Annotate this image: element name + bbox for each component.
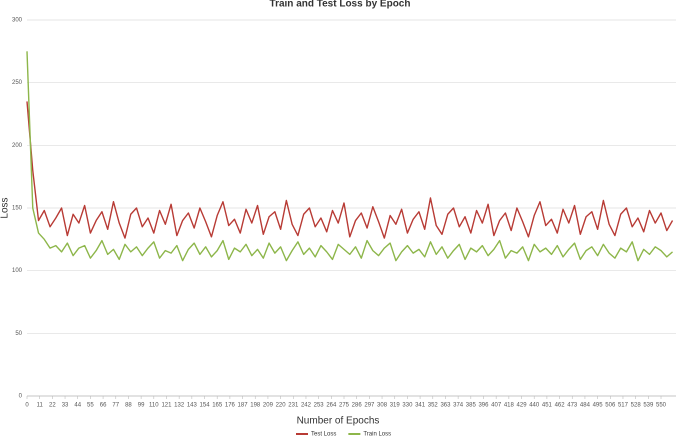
x-tick-label: 99 — [138, 403, 145, 409]
x-tick-label: 22 — [49, 403, 56, 409]
x-tick-label: 44 — [74, 403, 81, 409]
x-tick-label: 341 — [415, 403, 426, 409]
y-tick-label: 200 — [12, 143, 23, 149]
x-tick-label: 198 — [250, 403, 261, 409]
x-tick-label: 297 — [364, 403, 375, 409]
x-tick-label: 220 — [276, 403, 287, 409]
x-tick-label: 473 — [567, 403, 578, 409]
x-tick-label: 418 — [504, 403, 515, 409]
x-tick-label: 209 — [263, 403, 274, 409]
series-line — [26, 51, 673, 262]
x-tick-label: 0 — [25, 403, 29, 409]
x-tick-label: 330 — [402, 403, 413, 409]
x-tick-label: 374 — [453, 403, 464, 409]
x-tick-label: 484 — [580, 403, 591, 409]
x-tick-label: 506 — [605, 403, 616, 409]
x-tick-label: 363 — [440, 403, 451, 409]
x-tick-label: 88 — [125, 403, 132, 409]
x-tick-label: 407 — [491, 403, 502, 409]
legend: Test Loss Train Loss — [296, 432, 391, 438]
x-tick-label: 495 — [593, 403, 604, 409]
chart-title: Train and Test Loss by Epoch — [270, 0, 411, 10]
x-tick-label: 66 — [100, 403, 107, 409]
x-tick-label: 132 — [174, 403, 185, 409]
x-tick-label: 33 — [62, 403, 69, 409]
x-tick-label: 429 — [517, 403, 528, 409]
x-tick-label: 451 — [542, 403, 553, 409]
y-axis-label: Loss — [0, 197, 11, 218]
y-tick-label: 250 — [12, 80, 23, 86]
x-tick-label: 539 — [643, 403, 654, 409]
x-tick-label: 231 — [288, 403, 299, 409]
x-tick-label: 165 — [212, 403, 223, 409]
x-tick-label: 550 — [656, 403, 667, 409]
x-tick-label: 11 — [37, 403, 44, 409]
x-tick-label: 286 — [352, 403, 363, 409]
x-tick-label: 462 — [555, 403, 566, 409]
legend-label: Train Loss — [363, 432, 391, 438]
legend-label: Test Loss — [311, 432, 336, 438]
y-tick-label: 100 — [12, 268, 23, 274]
x-tick-label: 121 — [161, 403, 172, 409]
x-tick-label: 77 — [112, 403, 119, 409]
x-tick-label: 55 — [87, 403, 94, 409]
x-axis-label: Number of Epochs — [297, 416, 380, 427]
x-tick-label: 319 — [390, 403, 401, 409]
x-tick-label: 385 — [466, 403, 477, 409]
x-tick-label: 187 — [238, 403, 249, 409]
x-tick-label: 154 — [200, 403, 211, 409]
series-line — [26, 101, 674, 239]
x-tick-label: 275 — [339, 403, 350, 409]
x-tick-label: 176 — [225, 403, 236, 409]
y-tick-label: 300 — [12, 18, 23, 24]
x-tick-label: 528 — [631, 403, 642, 409]
x-tick-label: 440 — [529, 403, 540, 409]
x-tick-label: 352 — [428, 403, 439, 409]
x-tick-label: 308 — [377, 403, 388, 409]
y-tick-label: 0 — [19, 394, 23, 400]
x-tick-label: 396 — [478, 403, 489, 409]
x-tick-label: 143 — [187, 403, 198, 409]
y-tick-label: 150 — [12, 206, 23, 212]
x-tick-label: 264 — [326, 403, 337, 409]
x-tick-label: 517 — [618, 403, 629, 409]
x-tick-label: 110 — [149, 403, 159, 409]
x-tick-label: 253 — [314, 403, 325, 409]
y-tick-label: 50 — [15, 331, 22, 337]
x-tick-label: 242 — [301, 403, 312, 409]
